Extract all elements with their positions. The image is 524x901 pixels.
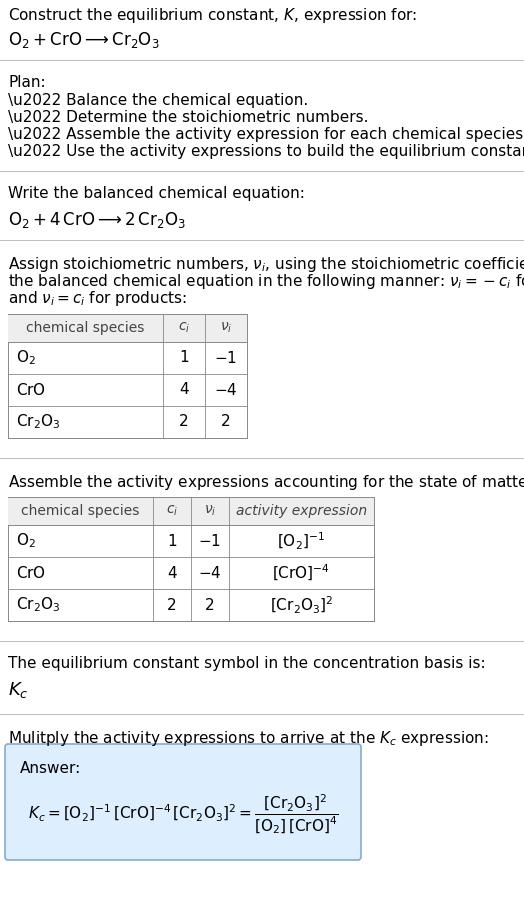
Text: 1: 1 xyxy=(179,350,189,366)
Text: $-1$: $-1$ xyxy=(199,533,222,549)
Bar xyxy=(8,497,374,621)
Text: The equilibrium constant symbol in the concentration basis is:: The equilibrium constant symbol in the c… xyxy=(8,656,486,671)
Text: Write the balanced chemical equation:: Write the balanced chemical equation: xyxy=(8,186,305,201)
Text: $\mathrm{Cr_2O_3}$: $\mathrm{Cr_2O_3}$ xyxy=(16,596,60,614)
Text: $\nu_i$: $\nu_i$ xyxy=(220,321,232,335)
Text: Mulitply the activity expressions to arrive at the $K_c$ expression:: Mulitply the activity expressions to arr… xyxy=(8,729,489,748)
Text: $[\mathrm{Cr_2O_3}]^{2}$: $[\mathrm{Cr_2O_3}]^{2}$ xyxy=(270,595,333,615)
Text: 2: 2 xyxy=(221,414,231,430)
Text: 2: 2 xyxy=(205,597,215,613)
Text: $\mathrm{CrO}$: $\mathrm{CrO}$ xyxy=(16,565,46,581)
Text: 4: 4 xyxy=(167,566,177,580)
Bar xyxy=(8,497,374,525)
Text: $K_c = [\mathrm{O_2}]^{-1}\,[\mathrm{CrO}]^{-4}\,[\mathrm{Cr_2O_3}]^{2} = \dfrac: $K_c = [\mathrm{O_2}]^{-1}\,[\mathrm{CrO… xyxy=(28,792,339,836)
Text: 2: 2 xyxy=(179,414,189,430)
Text: 4: 4 xyxy=(179,383,189,397)
Text: $-4$: $-4$ xyxy=(214,382,238,398)
Text: $K_c$: $K_c$ xyxy=(8,680,29,700)
Text: Answer:: Answer: xyxy=(20,761,81,776)
Text: Assign stoichiometric numbers, $\nu_i$, using the stoichiometric coefficients, $: Assign stoichiometric numbers, $\nu_i$, … xyxy=(8,255,524,274)
Text: activity expression: activity expression xyxy=(236,504,367,518)
Text: $[\mathrm{O_2}]^{-1}$: $[\mathrm{O_2}]^{-1}$ xyxy=(277,531,325,551)
Text: $c_i$: $c_i$ xyxy=(178,321,190,335)
Text: $[\mathrm{CrO}]^{-4}$: $[\mathrm{CrO}]^{-4}$ xyxy=(272,563,331,583)
Text: $-4$: $-4$ xyxy=(198,565,222,581)
Text: chemical species: chemical species xyxy=(26,321,145,335)
Text: $\mathrm{O_2 + CrO} \longrightarrow \mathrm{Cr_2O_3}$: $\mathrm{O_2 + CrO} \longrightarrow \mat… xyxy=(8,30,160,50)
Text: $-1$: $-1$ xyxy=(214,350,237,366)
Text: $\nu_i$: $\nu_i$ xyxy=(204,504,216,518)
Text: Construct the equilibrium constant, $K$, expression for:: Construct the equilibrium constant, $K$,… xyxy=(8,6,417,25)
Text: and $\nu_i = c_i$ for products:: and $\nu_i = c_i$ for products: xyxy=(8,289,187,308)
Text: 1: 1 xyxy=(167,533,177,549)
Bar xyxy=(8,314,247,342)
Text: $c_i$: $c_i$ xyxy=(166,504,178,518)
Text: Plan:: Plan: xyxy=(8,75,46,90)
Text: 2: 2 xyxy=(167,597,177,613)
FancyBboxPatch shape xyxy=(5,744,361,860)
Text: $\mathrm{CrO}$: $\mathrm{CrO}$ xyxy=(16,382,46,398)
Text: $\mathrm{O_2 + 4\,CrO} \longrightarrow \mathrm{2\,Cr_2O_3}$: $\mathrm{O_2 + 4\,CrO} \longrightarrow \… xyxy=(8,210,186,230)
Bar xyxy=(8,314,247,438)
Text: \u2022 Balance the chemical equation.: \u2022 Balance the chemical equation. xyxy=(8,93,308,108)
Text: $\mathrm{O_2}$: $\mathrm{O_2}$ xyxy=(16,532,36,551)
Text: $\mathrm{O_2}$: $\mathrm{O_2}$ xyxy=(16,349,36,368)
Text: $\mathrm{Cr_2O_3}$: $\mathrm{Cr_2O_3}$ xyxy=(16,413,60,432)
Text: \u2022 Use the activity expressions to build the equilibrium constant expression: \u2022 Use the activity expressions to b… xyxy=(8,144,524,159)
Text: \u2022 Determine the stoichiometric numbers.: \u2022 Determine the stoichiometric numb… xyxy=(8,110,368,125)
Text: \u2022 Assemble the activity expression for each chemical species.: \u2022 Assemble the activity expression … xyxy=(8,127,524,142)
Text: the balanced chemical equation in the following manner: $\nu_i = -c_i$ for react: the balanced chemical equation in the fo… xyxy=(8,272,524,291)
Text: chemical species: chemical species xyxy=(21,504,140,518)
Text: Assemble the activity expressions accounting for the state of matter and $\nu_i$: Assemble the activity expressions accoun… xyxy=(8,473,524,492)
